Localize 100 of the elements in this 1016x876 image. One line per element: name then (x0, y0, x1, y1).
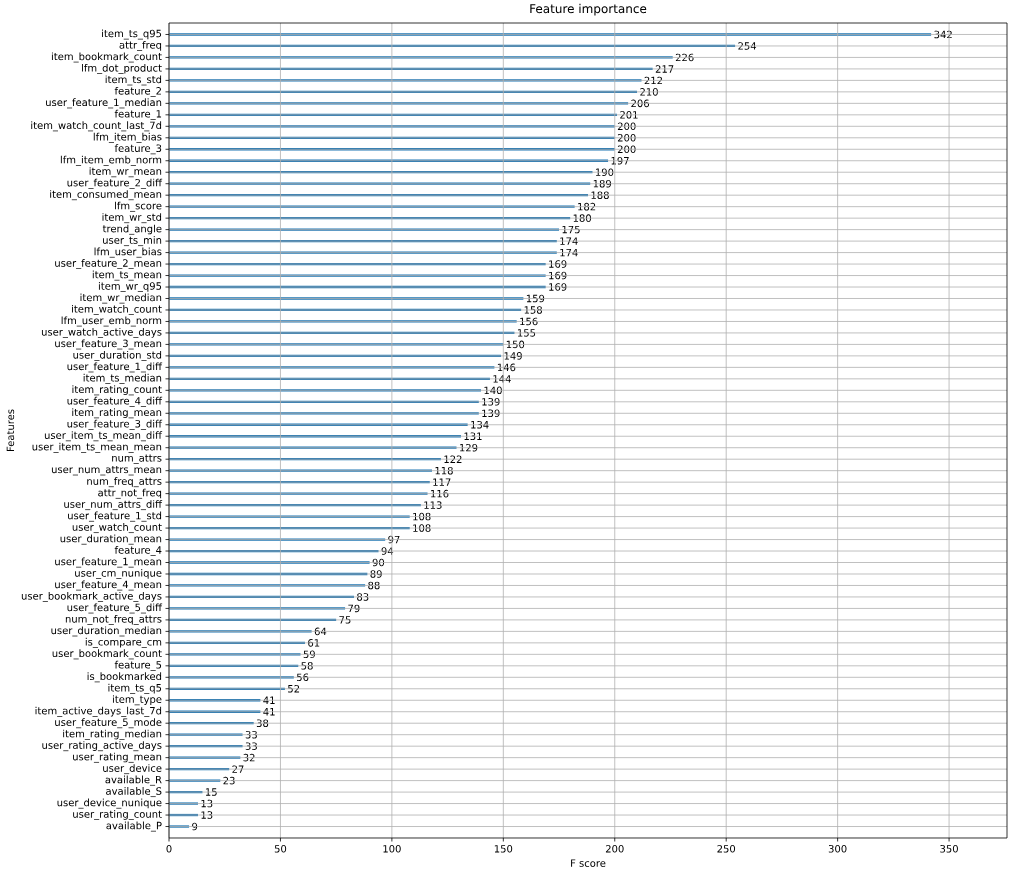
data-label: 108 (413, 512, 431, 521)
y-tick-label: attr_freq (119, 40, 162, 51)
data-label: 156 (520, 317, 538, 326)
data-label: 75 (339, 616, 351, 624)
data-label: 27 (232, 765, 244, 773)
y-tick-label: feature_4 (114, 546, 162, 556)
data-label: 41 (263, 708, 275, 716)
data-label: 140 (484, 386, 502, 395)
y-tick-label: item_ts_std (105, 75, 162, 86)
data-label: 159 (526, 294, 545, 303)
y-tick-label: available_S (106, 787, 162, 798)
data-label: 38 (256, 719, 269, 727)
y-tick-label: item_wr_mean (89, 167, 162, 178)
data-label: 113 (424, 501, 442, 509)
data-label: 64 (314, 627, 327, 636)
data-label: 139 (482, 398, 500, 406)
y-tick-label: user_bookmark_active_days (21, 591, 162, 602)
data-label: 88 (368, 581, 380, 590)
data-label: 89 (370, 570, 382, 578)
y-tick-label: user_num_attrs_mean (51, 465, 162, 476)
data-label: 83 (357, 593, 369, 601)
data-label: 9 (192, 822, 198, 831)
y-tick-label: user_device_nunique (57, 798, 162, 809)
data-label: 134 (471, 420, 489, 429)
data-label: 33 (245, 730, 257, 739)
data-label: 169 (549, 271, 567, 280)
data-label: 150 (506, 340, 525, 349)
y-tick-label: item_active_days_last_7d (35, 706, 162, 717)
y-tick-label: available_P (106, 821, 162, 832)
data-label: 210 (640, 88, 658, 96)
data-label: 200 (617, 145, 636, 154)
y-tick-label: item_watch_count_last_7d (31, 121, 162, 132)
data-label: 175 (562, 225, 580, 234)
y-tick-label: user_feature_2_mean (55, 259, 162, 270)
data-label: 149 (504, 352, 522, 360)
data-label: 116 (431, 489, 449, 498)
data-label: 206 (631, 99, 650, 108)
data-label: 188 (591, 191, 609, 199)
y-tick-label: user_num_attrs_diff (64, 500, 163, 511)
y-tick-label: user_ts_min (103, 236, 162, 247)
y-tick-label: user_feature_5_mode (55, 718, 162, 729)
y-tick-label: is_bookmarked (87, 672, 162, 683)
y-tick-label: item_bookmark_count (51, 52, 162, 63)
data-label: 197 (611, 156, 629, 165)
y-tick-label: item_rating_count (72, 385, 162, 396)
y-tick-label: lfm_item_bias (93, 132, 162, 143)
y-tick-label: feature_5 (114, 660, 162, 671)
y-tick-label: item_wr_q95 (98, 282, 162, 292)
x-tick-label: 250 (717, 845, 736, 853)
y-tick-label: item_ts_mean (92, 270, 162, 281)
chart-title: Feature importance (530, 3, 647, 16)
y-tick-label: item_rating_median (63, 729, 162, 740)
data-label: 122 (444, 455, 462, 463)
x-tick-label: 0 (166, 845, 172, 853)
y-tick-label: item_consumed_mean (50, 190, 162, 201)
y-tick-label: num_freq_attrs (87, 477, 162, 488)
data-label: 146 (497, 363, 516, 372)
y-tick-label: user_device (103, 764, 162, 775)
data-label: 59 (303, 650, 315, 659)
y-tick-label: user_feature_4_diff (67, 396, 163, 407)
x-tick-label: 350 (940, 845, 958, 853)
y-tick-label: trend_angle (102, 224, 162, 235)
data-label: 139 (482, 409, 500, 418)
data-label: 23 (223, 776, 235, 785)
data-label: 108 (413, 524, 431, 532)
y-tick-label: user_duration_median (51, 626, 162, 637)
y-tick-label: user_cm_nunique (75, 569, 162, 579)
y-axis-title: Features (6, 409, 15, 452)
y-tick-label: user_feature_1_std (68, 511, 162, 522)
data-label: 182 (578, 202, 596, 211)
data-label: 56 (297, 673, 309, 682)
y-tick-label: item_ts_q95 (102, 29, 162, 40)
y-tick-label: feature_3 (114, 144, 162, 155)
data-label: 79 (348, 604, 360, 613)
y-tick-label: lfm_user_emb_norm (61, 316, 162, 327)
y-tick-label: feature_2 (114, 86, 161, 97)
y-tick-label: user_feature_1_median (46, 98, 162, 109)
y-tick-label: item_wr_std (102, 213, 162, 224)
y-tick-label: item_ts_q5 (108, 683, 162, 694)
data-label: 15 (205, 788, 217, 796)
y-tick-label: user_feature_3_mean (55, 339, 162, 350)
data-label: 180 (573, 214, 592, 222)
y-tick-label: item_wr_median (80, 293, 162, 304)
data-label: 155 (517, 329, 536, 337)
y-tick-label: item_ts_median (83, 373, 162, 384)
y-tick-label: user_feature_2_diff (67, 178, 163, 189)
data-label: 97 (388, 535, 400, 544)
data-label: 131 (464, 432, 482, 441)
y-tick-label: feature_1 (114, 109, 162, 120)
data-label: 201 (620, 111, 638, 119)
y-tick-label: user_item_ts_mean_mean (32, 442, 162, 453)
y-tick-label: lfm_dot_product (82, 63, 162, 74)
y-tick-label: user_duration_std (73, 350, 162, 361)
data-label: 58 (301, 662, 313, 670)
y-tick-label: user_watch_count (72, 523, 162, 534)
y-tick-label: user_rating_count (73, 810, 162, 821)
data-label: 90 (372, 558, 385, 567)
y-tick-label: available_R (105, 775, 162, 786)
data-label: 189 (593, 179, 612, 188)
y-tick-label: item_type (112, 695, 162, 706)
